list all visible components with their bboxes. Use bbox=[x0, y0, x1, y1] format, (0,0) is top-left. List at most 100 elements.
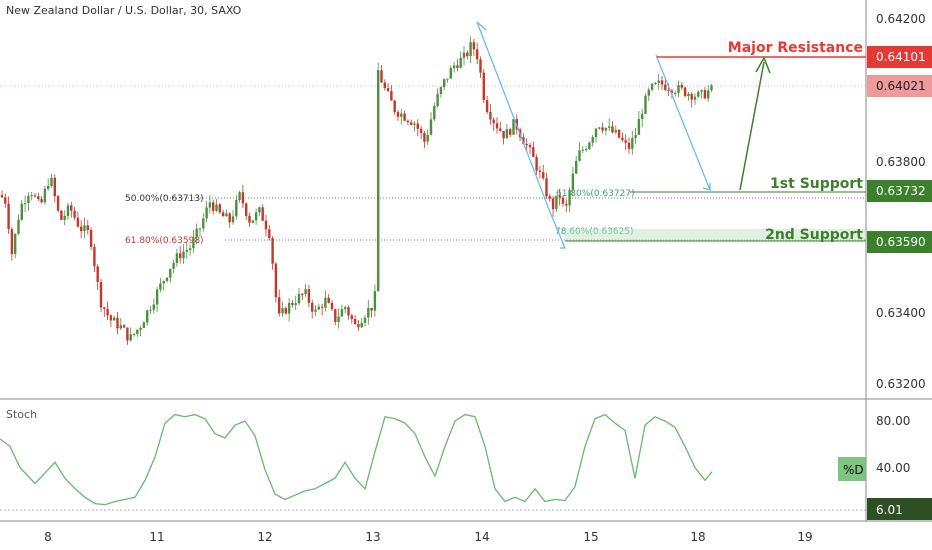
stoch-d-badge bbox=[838, 457, 866, 481]
candle-body bbox=[542, 172, 545, 179]
candle-body bbox=[604, 127, 608, 131]
price-tick: 0.64200 bbox=[876, 12, 926, 26]
candle-body bbox=[479, 59, 482, 73]
candle-body bbox=[311, 302, 314, 312]
stoch-label: Stoch bbox=[6, 408, 38, 421]
candle-body bbox=[363, 317, 367, 323]
price-tick: 0.63800 bbox=[876, 155, 926, 169]
candle-body bbox=[337, 316, 340, 323]
candle-body bbox=[192, 237, 195, 249]
candle-body bbox=[617, 129, 621, 138]
candle-body bbox=[119, 325, 122, 329]
candle-body bbox=[670, 90, 674, 94]
candle-body bbox=[611, 126, 614, 133]
candle-body bbox=[565, 203, 568, 206]
candle-body bbox=[400, 113, 403, 117]
candle-body bbox=[50, 177, 53, 187]
candle-body bbox=[132, 333, 136, 335]
current-price-value: 0.64021 bbox=[876, 79, 926, 93]
candle-body bbox=[449, 68, 452, 79]
candle-body bbox=[584, 149, 588, 151]
major-resistance-label: Major Resistance bbox=[728, 40, 863, 56]
candle-body bbox=[353, 318, 357, 325]
candle-body bbox=[631, 138, 634, 149]
candle-body bbox=[489, 112, 492, 120]
candle-body bbox=[697, 91, 700, 97]
candle-body bbox=[396, 112, 400, 117]
candle-body bbox=[433, 105, 436, 120]
candle-body bbox=[10, 229, 14, 255]
current-price-badge bbox=[867, 75, 932, 97]
fib-50-label: 50.00%(0.63713) bbox=[125, 194, 204, 204]
candle-body bbox=[142, 322, 146, 328]
candle-body bbox=[439, 87, 443, 95]
candle-body bbox=[393, 100, 396, 113]
candle-body bbox=[304, 289, 307, 295]
candle-body bbox=[416, 123, 419, 129]
candle-body bbox=[106, 308, 109, 316]
candle-body bbox=[116, 317, 119, 329]
candle-body bbox=[202, 218, 205, 229]
candle-body bbox=[601, 127, 604, 131]
candle-body bbox=[73, 210, 76, 218]
candle-body bbox=[43, 188, 47, 203]
candle-body bbox=[47, 186, 50, 189]
candle-body bbox=[264, 220, 268, 230]
candle-body bbox=[96, 266, 99, 283]
candle-body bbox=[383, 82, 386, 89]
candle-body bbox=[215, 204, 218, 211]
candle-body bbox=[561, 197, 565, 204]
time-tick: 19 bbox=[797, 530, 812, 544]
candle-body bbox=[380, 70, 383, 83]
candle-body bbox=[139, 327, 142, 330]
support-zone bbox=[565, 229, 866, 241]
candle-body bbox=[149, 309, 152, 311]
candle-body bbox=[179, 253, 182, 259]
candle-body bbox=[548, 196, 551, 199]
fib-arrow-1 bbox=[476, 21, 487, 31]
resistance-badge-value: 0.64101 bbox=[876, 50, 926, 64]
candle-body bbox=[505, 129, 509, 139]
candle-body bbox=[294, 303, 297, 305]
candle-body bbox=[344, 307, 347, 310]
candle-body bbox=[627, 142, 631, 149]
candle-body bbox=[456, 65, 459, 68]
candle-body bbox=[641, 113, 644, 119]
candle-body bbox=[238, 192, 241, 200]
candle-body bbox=[159, 283, 162, 290]
support-1-badge bbox=[867, 180, 932, 202]
candle-body bbox=[462, 52, 466, 58]
candle-body bbox=[113, 317, 116, 321]
stoch-current-value: 6.01 bbox=[876, 503, 903, 517]
candle-body bbox=[657, 80, 660, 84]
candle-body bbox=[103, 307, 106, 309]
candle-body bbox=[20, 203, 23, 220]
candle-body bbox=[76, 217, 80, 227]
candle-body bbox=[426, 134, 429, 142]
candle-body bbox=[37, 196, 40, 200]
candle-body bbox=[162, 281, 165, 284]
candle-body bbox=[146, 310, 149, 323]
candle-body bbox=[370, 307, 373, 311]
candle-body bbox=[664, 84, 667, 90]
candle-body bbox=[152, 304, 155, 310]
candle-body bbox=[446, 78, 449, 80]
candle-body bbox=[0, 194, 4, 198]
candle-body bbox=[683, 87, 687, 97]
candle-body bbox=[522, 137, 525, 145]
candle-body bbox=[509, 129, 512, 135]
candle-body bbox=[99, 282, 103, 308]
candle-body bbox=[578, 150, 581, 161]
time-tick: 14 bbox=[474, 530, 489, 544]
candle-body bbox=[4, 197, 7, 204]
candle-body bbox=[7, 203, 10, 230]
candle-body bbox=[182, 251, 185, 259]
candle-body bbox=[459, 57, 462, 68]
candle-body bbox=[225, 213, 228, 217]
candle-body bbox=[707, 90, 710, 99]
candle-body bbox=[443, 79, 446, 88]
candle-body bbox=[198, 228, 202, 230]
candle-body bbox=[83, 225, 86, 232]
chart-title: New Zealand Dollar / U.S. Dollar, 30, SA… bbox=[6, 4, 242, 17]
